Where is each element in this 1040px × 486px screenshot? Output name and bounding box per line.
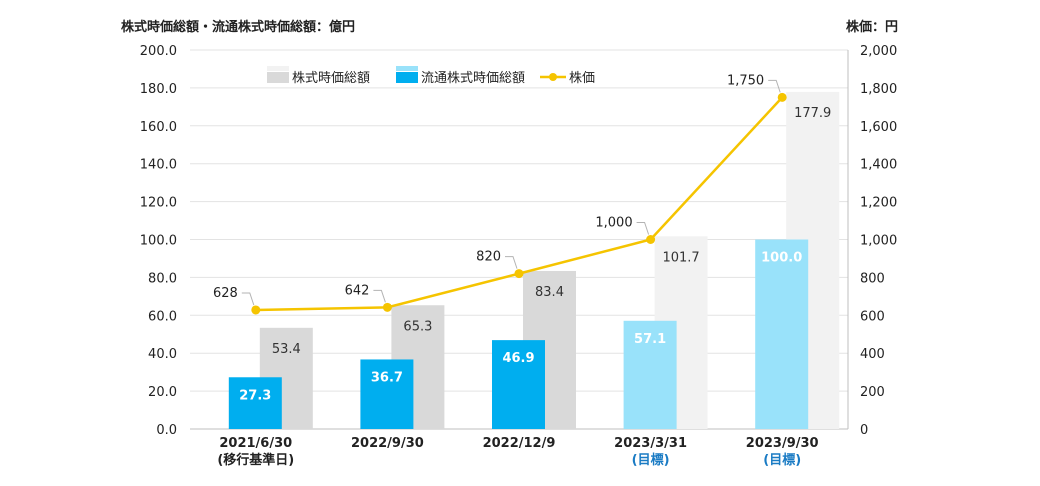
price-line: 628 642 820 1,000 1,750 (213, 73, 787, 315)
left-axis-title: 株式時価総額・流通株式時価総額：億円 (121, 19, 355, 35)
float-cap-value-label: 46.9 (502, 351, 534, 366)
price-leader-line (636, 222, 650, 235)
left-axis: 0.0 20.0 40.0 60.0 80.0 100.0 120.0 140.0 160.0 1… (140, 44, 177, 438)
float-cap-bar (623, 320, 677, 429)
float-cap-bar (360, 359, 414, 429)
float-cap-value-label: 36.7 (371, 370, 403, 385)
left-tick-label: 200.0 (140, 44, 177, 59)
left-tick-label: 0.0 (156, 423, 177, 438)
legend-market-cap-label: 株式時価総額 (292, 71, 370, 86)
price-leader-line (505, 256, 518, 269)
price-point (777, 92, 787, 102)
price-value-label: 820 (476, 250, 501, 265)
right-tick-label: 1,000 (860, 234, 897, 249)
market-cap-value-label: 53.4 (272, 342, 301, 357)
price-value-label: 1,000 (595, 216, 632, 231)
right-axis: 0 200 400 600 800 1,000 1,200 1,400 1,600 1,800 2,… (860, 44, 897, 438)
right-tick-label: 600 (860, 309, 885, 324)
float-cap-value-label: 57.1 (634, 332, 666, 347)
legend-price-label: 株価 (569, 71, 595, 86)
x-tick-label: 2022/9/30 (351, 436, 424, 451)
left-tick-label: 60.0 (148, 309, 177, 324)
left-tick-label: 120.0 (140, 196, 177, 211)
price-value-label: 642 (345, 283, 370, 298)
legend-market-cap-target-swatch (267, 66, 289, 71)
x-tick-note: (目標) (763, 452, 801, 468)
right-tick-label: 0 (860, 423, 868, 438)
right-tick-label: 400 (860, 347, 885, 362)
right-tick-label: 1,400 (860, 158, 897, 173)
right-tick-label: 800 (860, 271, 885, 286)
float-cap-bar (492, 340, 545, 429)
left-tick-label: 180.0 (140, 82, 177, 97)
x-tick-label: 2022/12/9 (483, 436, 556, 451)
price-value-label: 1,750 (727, 73, 764, 88)
market-cap-value-label: 83.4 (535, 285, 564, 300)
legend-float-cap-label: 流通株式時価総額 (421, 71, 525, 86)
right-tick-label: 200 (860, 385, 885, 400)
right-tick-label: 2,000 (860, 44, 897, 59)
price-leader-line (373, 289, 386, 303)
x-tick-note: (目標) (632, 452, 670, 468)
price-point (251, 305, 261, 315)
float-cap-bar (755, 239, 809, 429)
x-tick-label: 2021/6/30 (219, 436, 292, 451)
market-cap-value-label: 101.7 (662, 250, 699, 265)
right-axis-title: 株価：円 (846, 19, 898, 35)
x-tick-label: 2023/3/31 (614, 436, 687, 451)
price-leader-line (768, 79, 781, 93)
right-tick-label: 1,800 (860, 82, 897, 97)
right-tick-label: 1,200 (860, 196, 897, 211)
bars: 53.4 27.3 65.3 36.7 83.4 46.9 101.7 57.1 177.9 10… (228, 91, 840, 429)
left-tick-label: 80.0 (148, 271, 177, 286)
legend-price-marker (549, 73, 557, 81)
price-point (514, 269, 524, 279)
left-tick-label: 20.0 (148, 385, 177, 400)
left-tick-label: 100.0 (140, 234, 177, 249)
legend-float-cap-target-swatch (396, 66, 418, 71)
legend-market-cap-swatch (267, 72, 289, 83)
market-cap-value-label: 177.9 (794, 106, 831, 121)
left-tick-label: 40.0 (148, 347, 177, 362)
price-point (646, 235, 656, 244)
legend: 株式時価総額 流通株式時価総額 株価 (267, 66, 595, 86)
float-cap-bar (228, 377, 282, 429)
float-cap-value-label: 100.0 (761, 251, 802, 266)
x-tick-label: 2023/9/30 (746, 436, 819, 451)
price-leader-line (241, 292, 255, 306)
market-cap-value-label: 65.3 (403, 319, 432, 334)
x-axis: 2021/6/30(移行基準日) 2022/9/30 2022/12/9 2023/3… (217, 436, 818, 468)
left-tick-label: 160.0 (140, 120, 177, 135)
right-tick-label: 1,600 (860, 120, 897, 135)
left-tick-label: 140.0 (140, 158, 177, 173)
x-tick-note: (移行基準日) (217, 452, 294, 468)
price-value-label: 628 (213, 286, 238, 301)
price-point (382, 302, 392, 312)
legend-float-cap-swatch (396, 72, 418, 83)
float-cap-value-label: 27.3 (239, 388, 271, 403)
